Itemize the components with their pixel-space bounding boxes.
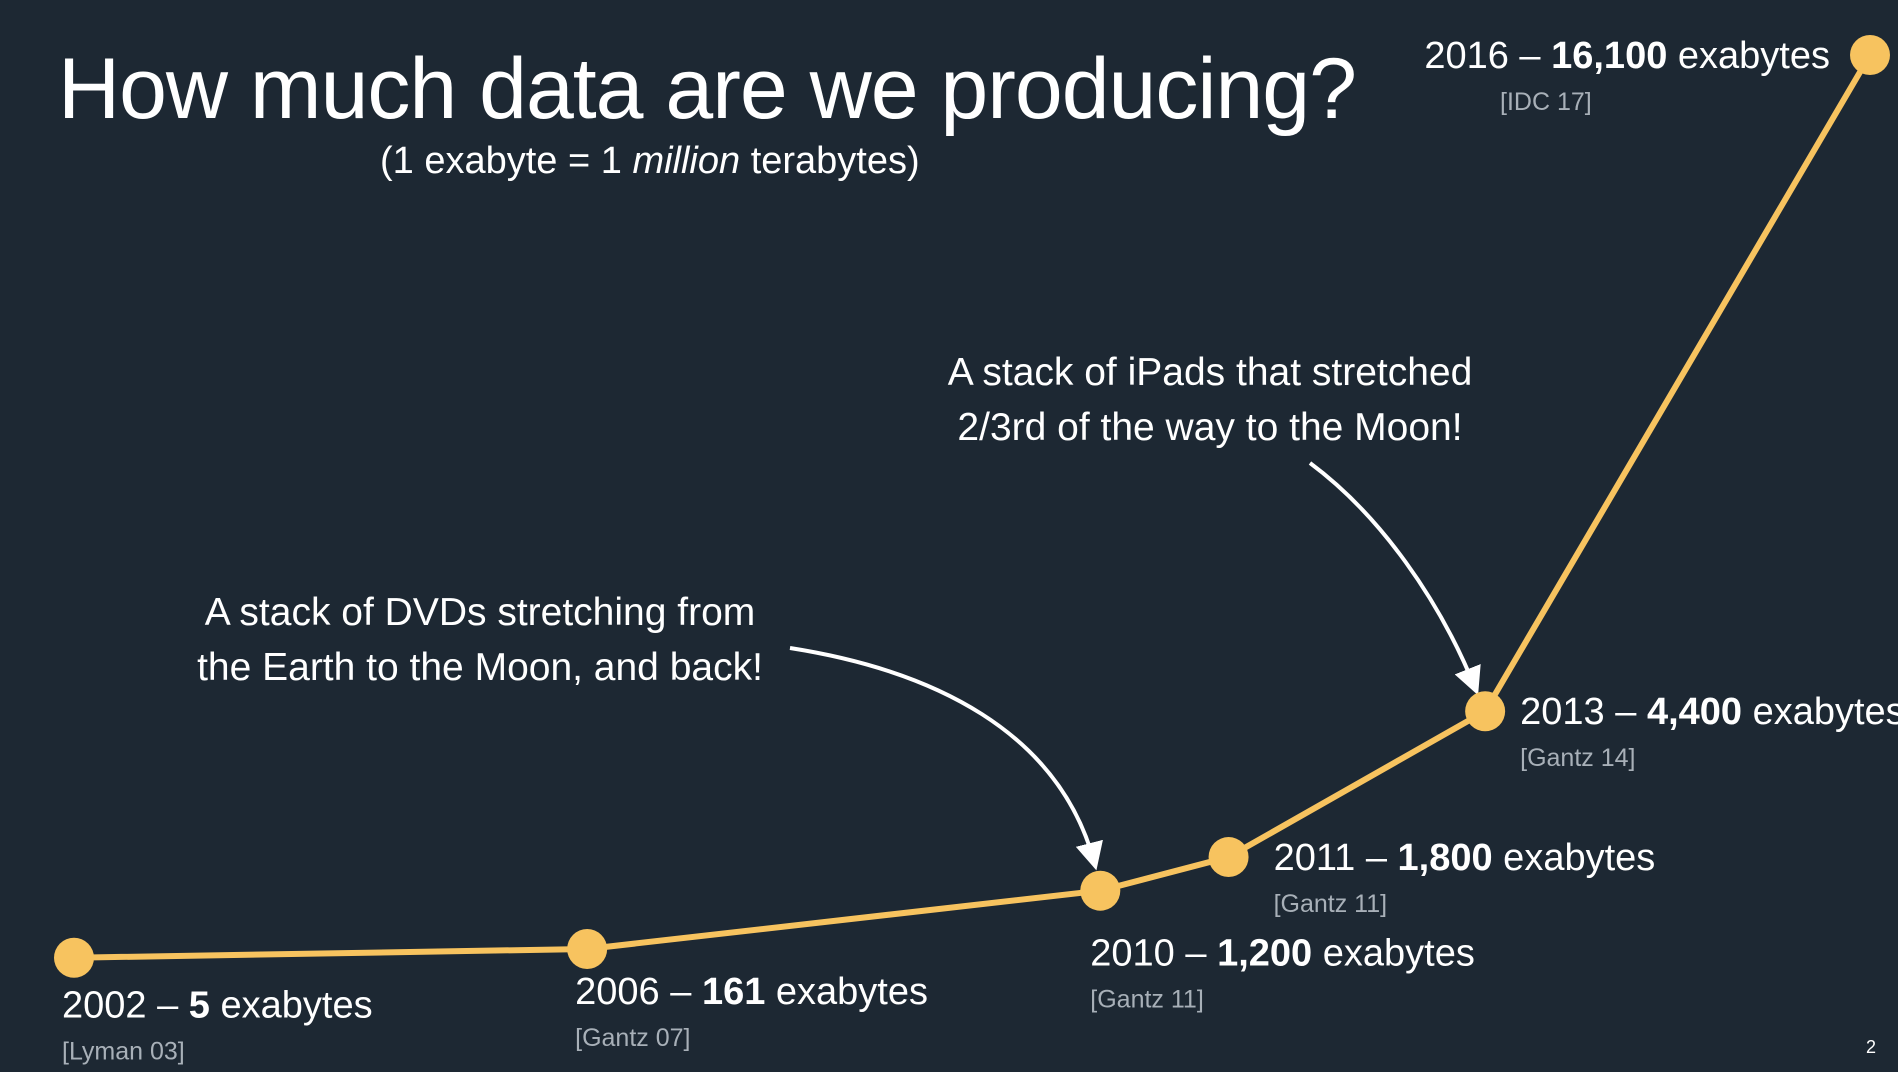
point-label-2002: 2002 – 5 exabytes xyxy=(62,985,373,1027)
dvd-annotation-line1: A stack of DVDs stretching from xyxy=(204,591,756,634)
data-point-2011 xyxy=(1208,837,1249,878)
annotation-arrows xyxy=(789,461,1481,871)
citation-2013: [Gantz 14] xyxy=(1520,744,1635,772)
labels-layer: 2002 – 5 exabytes [Lyman 03] 2006 – 161 ex… xyxy=(62,35,1898,1066)
point-label-2016: 2016 – 16,100 exabytes xyxy=(1424,35,1830,77)
citation-2010: [Gantz 11] xyxy=(1090,986,1204,1014)
subtitle-emphasis: million xyxy=(632,140,741,182)
citation-2016: [IDC 17] xyxy=(1500,88,1592,116)
dvd-annotation-arrow xyxy=(789,646,1103,871)
point-label-2010: 2010 – 1,200 exabytes xyxy=(1090,933,1475,975)
series-line xyxy=(73,53,1873,961)
subtitle-prefix: (1 exabyte = 1 xyxy=(380,140,633,182)
point-label-2011: 2011 – 1,800 exabytes xyxy=(1274,837,1656,879)
data-point-2002 xyxy=(54,937,94,978)
series-layer xyxy=(73,53,1873,961)
slide-subtitle: (1 exabyte = 1 million terabytes) xyxy=(380,140,920,183)
subtitle-suffix: terabytes) xyxy=(740,140,920,182)
ipad-annotation-line2: 2/3rd of the way to the Moon! xyxy=(957,406,1463,449)
point-label-2013: 2013 – 4,400 exabytes xyxy=(1520,691,1898,733)
ipad-annotation: A stack of iPads that stretched 2/3rd of… xyxy=(935,345,1485,455)
data-point-2006 xyxy=(567,928,608,969)
citation-2011: [Gantz 11] xyxy=(1274,890,1388,918)
dvd-annotation: A stack of DVDs stretching from the Eart… xyxy=(190,585,770,695)
data-point-2016 xyxy=(1850,35,1890,75)
data-point-2013 xyxy=(1465,691,1506,732)
point-label-2006: 2006 – 161 exabytes xyxy=(575,971,928,1013)
slide-title: How much data are we producing? xyxy=(58,41,1357,137)
points-layer xyxy=(54,35,1890,978)
citation-2006: [Gantz 07] xyxy=(575,1024,690,1052)
data-point-2010 xyxy=(1080,870,1121,911)
ipad-annotation-arrow xyxy=(1308,461,1481,696)
dvd-annotation-line2: the Earth to the Moon, and back! xyxy=(197,646,763,689)
citation-2002: [Lyman 03] xyxy=(62,1038,185,1066)
page-number: 2 xyxy=(1865,1037,1876,1057)
ipad-annotation-line1: A stack of iPads that stretched xyxy=(947,351,1473,394)
